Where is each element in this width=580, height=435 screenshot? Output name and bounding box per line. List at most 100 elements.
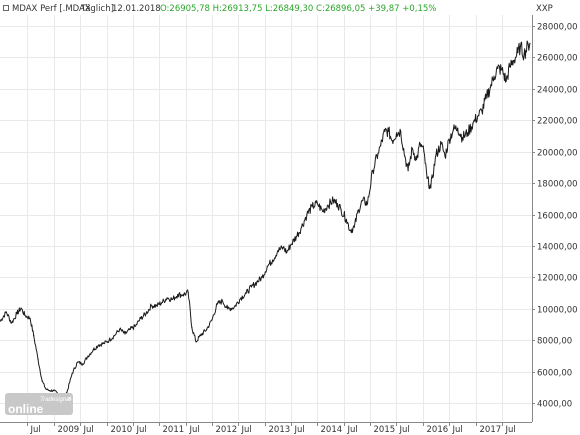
data-point [316, 203, 318, 205]
x-tick-label: 2010 [111, 425, 133, 435]
data-point [311, 206, 313, 208]
data-point [345, 218, 347, 220]
data-point [366, 203, 369, 205]
data-point [497, 67, 499, 69]
data-point [391, 140, 393, 142]
data-point [199, 335, 201, 337]
data-point [166, 297, 168, 299]
data-point [340, 209, 342, 211]
data-point [129, 328, 131, 330]
y-axis-unit: XXP [536, 4, 553, 14]
data-point [527, 44, 529, 46]
data-point [435, 154, 437, 156]
x-tick-label: 2011 [163, 425, 185, 435]
data-point [145, 313, 147, 315]
data-point [103, 342, 105, 344]
data-point [82, 363, 84, 365]
x-tick-label: Jul [30, 425, 41, 435]
data-point [49, 390, 51, 392]
data-point [171, 298, 173, 300]
data-point [322, 210, 324, 212]
data-point [177, 294, 179, 296]
data-point [430, 187, 432, 189]
data-point [11, 322, 13, 324]
data-point [150, 305, 152, 307]
y-tick-label: 6000,00 [537, 369, 572, 379]
data-point [286, 251, 288, 253]
data-point [388, 130, 390, 132]
data-point [16, 313, 18, 315]
x-tick-label: 2012 [216, 425, 238, 435]
data-point [240, 297, 242, 299]
data-point [113, 335, 115, 337]
data-point [419, 143, 421, 145]
data-point [481, 110, 483, 112]
grid [0, 15, 532, 422]
data-point [400, 130, 402, 132]
data-point [452, 129, 454, 131]
data-point [277, 250, 279, 252]
data-point [523, 53, 525, 55]
data-point [467, 132, 469, 134]
x-tick-label: 2016 [427, 425, 449, 435]
logo-plate [5, 393, 73, 415]
data-point [245, 292, 247, 294]
data-point [517, 52, 519, 54]
y-tick-label: 16000,00 [537, 212, 578, 222]
data-point [509, 66, 511, 68]
x-tick-label: Jul [452, 425, 463, 435]
data-point [24, 314, 26, 316]
x-tick-label: Jul [399, 425, 410, 435]
y-tick-label: 18000,00 [537, 180, 578, 190]
instrument-name: MDAX Perf [.MDAX [12, 4, 91, 14]
data-point [444, 155, 446, 157]
x-tick-label: 2015 [374, 425, 396, 435]
window-square-icon [3, 5, 9, 11]
data-point [290, 243, 292, 245]
data-point [306, 214, 308, 216]
data-point [119, 328, 121, 330]
tradesignal-logo: Tradesignal online ® [5, 393, 73, 416]
data-point [33, 335, 35, 337]
x-tick-label: Jul [347, 425, 358, 435]
data-point [512, 60, 515, 62]
y-tick-label: 8000,00 [537, 337, 572, 347]
series-line-mdax [0, 40, 531, 401]
data-point [426, 177, 428, 179]
logo-brand-main: online [8, 402, 44, 416]
x-tick-label: Jul [83, 425, 94, 435]
data-point [41, 380, 43, 382]
data-point [98, 344, 100, 346]
data-point [493, 75, 495, 77]
data-point [227, 308, 229, 310]
data-point [5, 311, 7, 313]
data-point [71, 372, 73, 374]
data-point [380, 144, 382, 146]
data-point [489, 86, 491, 88]
data-point [250, 286, 253, 288]
data-point [472, 122, 474, 124]
data-point [529, 42, 531, 44]
data-point [404, 155, 406, 157]
y-tick-label: 20000,00 [537, 149, 578, 159]
y-tick-label: 10000,00 [537, 306, 578, 316]
data-point [216, 303, 218, 305]
data-point [295, 236, 297, 238]
data-point [461, 137, 463, 139]
data-point [327, 204, 329, 206]
data-point [187, 291, 189, 293]
x-tick-label: Jul [136, 425, 147, 435]
y-axis: 4000,00 6000,00 8000,00 10000,00 12000,00 140… [532, 23, 578, 410]
data-point [195, 341, 197, 343]
data-point [233, 306, 235, 308]
data-point [20, 307, 22, 309]
data-point [485, 97, 487, 99]
data-point [266, 265, 268, 267]
data-point [92, 349, 94, 351]
data-point [519, 45, 522, 48]
data-point [0, 320, 1, 322]
y-tick-label: 26000,00 [537, 54, 578, 64]
data-point [272, 259, 274, 261]
data-point [349, 229, 351, 231]
